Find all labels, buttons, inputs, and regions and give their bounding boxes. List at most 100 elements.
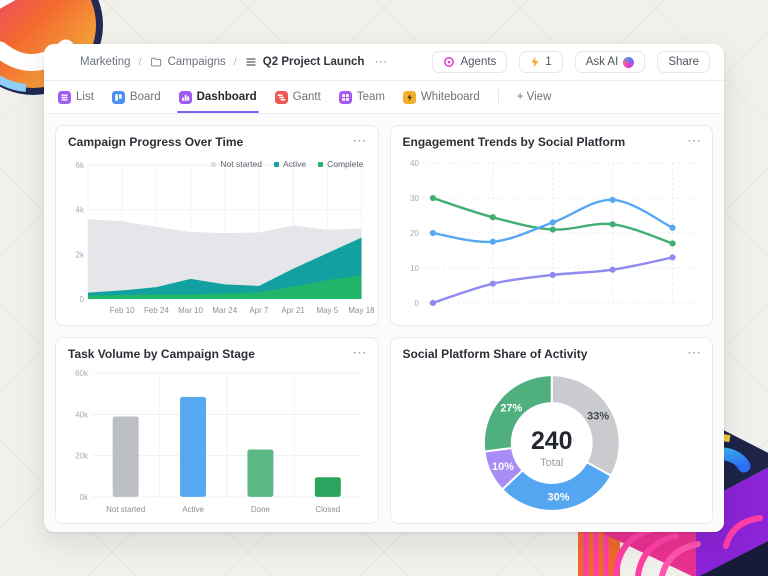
svg-text:Mar 24: Mar 24: [212, 306, 237, 315]
card-menu-button[interactable]: ⋯: [687, 132, 702, 148]
legend-item[interactable]: Complete: [318, 159, 364, 169]
lightning-icon: [530, 56, 540, 68]
svg-text:Apr 7: Apr 7: [249, 306, 269, 315]
tab-label: Team: [356, 91, 385, 103]
svg-text:40k: 40k: [75, 410, 88, 419]
legend-chip: [211, 161, 217, 167]
tab-label: List: [76, 91, 94, 103]
breadcrumb-current-page[interactable]: Q2 Project Launch: [262, 56, 365, 68]
tab-label: Board: [129, 91, 161, 103]
svg-text:2k: 2k: [76, 250, 84, 259]
donut-total-label: Total: [540, 457, 563, 469]
svg-text:Apr 21: Apr 21: [281, 306, 305, 315]
card-task-volume: Task Volume by Campaign Stage ⋯ 0k 20k 40k…: [55, 337, 379, 524]
tab-label: Dashboard: [196, 91, 257, 103]
list-view-icon: [245, 56, 257, 68]
legend-label: Active: [282, 159, 307, 169]
gantt-icon: [274, 90, 288, 104]
legend-item[interactable]: Not started: [211, 159, 262, 169]
agents-label: Agents: [460, 56, 497, 68]
svg-text:0: 0: [80, 295, 85, 304]
ask-ai-label: Ask AI: [585, 56, 619, 68]
card-title: Task Volume by Campaign Stage: [68, 347, 255, 361]
agent-icon: [443, 56, 455, 68]
svg-text:May 18: May 18: [348, 306, 375, 315]
svg-text:Closed: Closed: [315, 505, 340, 514]
legend-chip: [273, 161, 279, 167]
space-avatar[interactable]: M: [62, 57, 70, 67]
svg-text:4k: 4k: [76, 206, 84, 215]
team-icon: [338, 90, 352, 104]
tab-gantt[interactable]: Gantt: [274, 81, 321, 113]
share-button[interactable]: Share: [657, 51, 710, 73]
dashboard-icon: [178, 90, 192, 104]
breadcrumb-campaigns[interactable]: Campaigns: [167, 56, 226, 68]
svg-text:60k: 60k: [75, 369, 88, 378]
svg-text:40: 40: [410, 159, 419, 168]
area-chart: 0 2k 4k 6k Feb 10 Feb 24 Mar 10 Mar 24 Apr 7 Apr …: [76, 161, 376, 315]
tab-board[interactable]: Board: [111, 81, 161, 113]
svg-text:0k: 0k: [80, 493, 88, 502]
svg-text:10: 10: [410, 264, 419, 273]
svg-text:6k: 6k: [76, 161, 84, 170]
breadcrumb-more-button[interactable]: ⋯: [374, 54, 389, 69]
top-bar: M Marketing / Campaigns / Q2 Project Lau…: [44, 44, 724, 81]
card-menu-button[interactable]: ⋯: [687, 344, 702, 360]
svg-text:Mar 10: Mar 10: [178, 306, 203, 315]
automations-count: 1: [545, 56, 552, 68]
agents-button[interactable]: Agents: [432, 51, 508, 73]
tab-dashboard[interactable]: Dashboard: [176, 81, 259, 113]
svg-text:30: 30: [410, 194, 419, 203]
tab-label: Gantt: [292, 91, 321, 103]
whiteboard-icon: [402, 90, 416, 104]
card-title: Engagement Trends by Social Platform: [402, 135, 626, 149]
legend-label: Not started: [220, 159, 262, 169]
tab-separator: [497, 89, 499, 105]
card-engagement-trends: Engagement Trends by Social Platform ⋯ 0…: [389, 125, 713, 326]
donut-total-value: 240: [530, 427, 572, 455]
tab-label: Whiteboard: [420, 91, 480, 103]
card-title: Social Platform Share of Activity: [402, 347, 588, 361]
ask-ai-button[interactable]: Ask AI: [574, 51, 646, 73]
donut-chart: 33% 30% 10% 27% 240 Total: [482, 374, 621, 512]
card-campaign-progress: Campaign Progress Over Time ⋯ Not starte…: [55, 125, 379, 326]
svg-text:30%: 30%: [547, 491, 569, 503]
dashboard-grid: Campaign Progress Over Time ⋯ Not starte…: [44, 114, 724, 532]
svg-text:20k: 20k: [75, 452, 88, 461]
automations-button[interactable]: 1: [519, 51, 563, 73]
card-menu-button[interactable]: ⋯: [352, 344, 368, 360]
svg-text:Feb 24: Feb 24: [144, 306, 169, 315]
svg-text:10%: 10%: [491, 461, 513, 473]
folder-icon: [150, 56, 162, 68]
card-title: Campaign Progress Over Time: [68, 135, 244, 149]
tab-whiteboard[interactable]: Whiteboard: [402, 81, 480, 113]
app-window: M Marketing / Campaigns / Q2 Project Lau…: [44, 44, 724, 532]
bar-chart: 0k 20k 40k 60k Not started Active Done Closed: [75, 369, 362, 514]
legend-label: Complete: [327, 159, 364, 169]
tab-team[interactable]: Team: [338, 81, 385, 113]
breadcrumb-separator: /: [233, 56, 237, 68]
svg-text:33%: 33%: [587, 411, 609, 423]
svg-text:Not started: Not started: [106, 505, 145, 514]
svg-text:0: 0: [414, 299, 419, 308]
svg-text:Active: Active: [182, 505, 204, 514]
tab-view[interactable]: + View: [517, 81, 552, 113]
tab-list[interactable]: List: [58, 81, 94, 113]
svg-text:May 5: May 5: [316, 306, 338, 315]
card-menu-button[interactable]: ⋯: [352, 132, 368, 148]
board-icon: [111, 90, 125, 104]
view-tabs: List Board Dashboard Gantt Team Whiteboard + V…: [44, 81, 724, 114]
share-label: Share: [668, 56, 699, 68]
svg-text:20: 20: [410, 229, 419, 238]
legend-chip: [318, 161, 324, 167]
line-chart: 0 10 20 30 40: [410, 159, 695, 308]
svg-text:Done: Done: [251, 505, 271, 514]
tab-label: + View: [516, 91, 552, 103]
svg-text:27%: 27%: [500, 402, 522, 414]
ai-sparkle-icon: [623, 56, 635, 68]
breadcrumb-separator: /: [138, 56, 142, 68]
legend-item[interactable]: Active: [273, 159, 307, 169]
breadcrumb-marketing[interactable]: Marketing: [80, 56, 131, 68]
card-platform-share: Social Platform Share of Activity ⋯ 33% 3…: [389, 337, 713, 524]
chart-legend: Not started Active Complete: [211, 159, 364, 169]
